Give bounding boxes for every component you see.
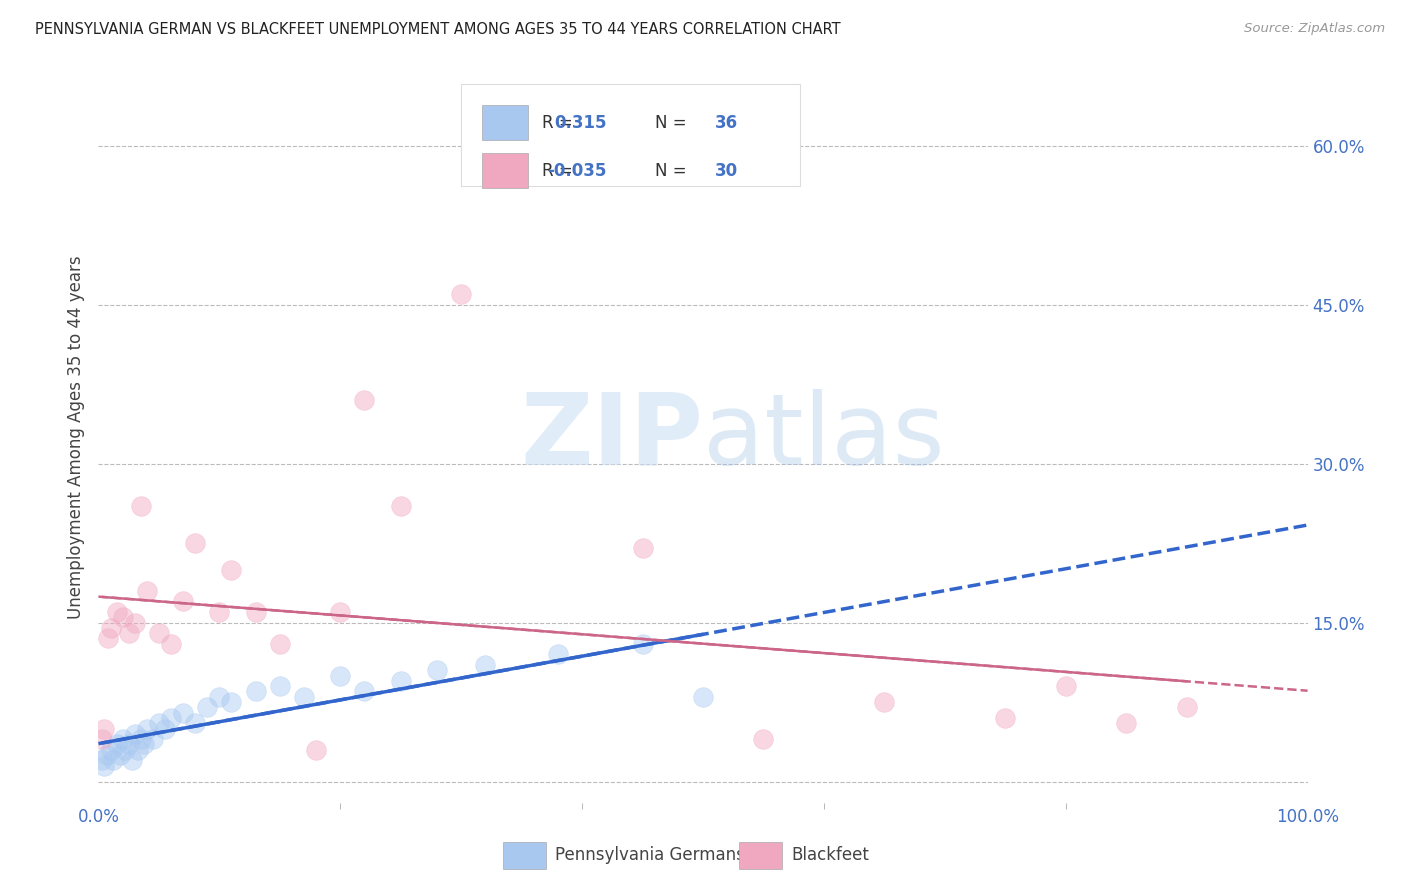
- Point: [1115, 716, 1137, 731]
- Point: [118, 626, 141, 640]
- Point: [134, 738, 156, 752]
- Text: Pennsylvania Germans: Pennsylvania Germans: [555, 847, 745, 864]
- Text: Source: ZipAtlas.com: Source: ZipAtlas.com: [1244, 22, 1385, 36]
- Point: [129, 732, 152, 747]
- Point: [135, 722, 157, 736]
- Point: [292, 690, 315, 704]
- Point: [124, 615, 146, 630]
- Text: atlas: atlas: [703, 389, 945, 485]
- Point: [195, 700, 218, 714]
- Point: [450, 287, 472, 301]
- Point: [93, 758, 115, 772]
- Text: N =: N =: [655, 113, 686, 131]
- Point: [221, 563, 243, 577]
- Point: [91, 753, 114, 767]
- Point: [111, 610, 134, 624]
- Point: [208, 690, 231, 704]
- Point: [121, 753, 143, 767]
- Point: [208, 605, 231, 619]
- Point: [160, 637, 183, 651]
- Point: [269, 637, 291, 651]
- Point: [114, 743, 136, 757]
- Point: [105, 605, 128, 619]
- Text: PENNSYLVANIA GERMAN VS BLACKFEET UNEMPLOYMENT AMONG AGES 35 TO 44 YEARS CORRELAT: PENNSYLVANIA GERMAN VS BLACKFEET UNEMPLO…: [35, 22, 841, 37]
- Point: [994, 711, 1017, 725]
- Text: R =: R =: [543, 161, 572, 180]
- Point: [124, 727, 146, 741]
- Point: [547, 648, 569, 662]
- Point: [127, 743, 149, 757]
- Point: [100, 621, 122, 635]
- Point: [353, 392, 375, 407]
- Point: [1175, 700, 1198, 714]
- Text: N =: N =: [655, 161, 686, 180]
- Point: [118, 738, 141, 752]
- Point: [1054, 679, 1077, 693]
- Point: [631, 637, 654, 651]
- Point: [129, 499, 152, 513]
- Point: [389, 499, 412, 513]
- Point: [148, 626, 170, 640]
- Point: [353, 684, 375, 698]
- Point: [692, 690, 714, 704]
- Point: [245, 684, 267, 698]
- Text: -0.035: -0.035: [547, 161, 606, 180]
- Point: [142, 732, 165, 747]
- Point: [184, 536, 207, 550]
- FancyBboxPatch shape: [503, 842, 546, 869]
- Point: [148, 716, 170, 731]
- Point: [172, 706, 194, 720]
- Point: [221, 695, 243, 709]
- Point: [474, 658, 496, 673]
- Point: [752, 732, 775, 747]
- Point: [96, 748, 118, 763]
- Text: R =: R =: [543, 113, 572, 131]
- Point: [329, 605, 352, 619]
- Point: [160, 711, 183, 725]
- Point: [245, 605, 267, 619]
- Point: [97, 632, 120, 646]
- Point: [153, 722, 176, 736]
- Point: [105, 738, 128, 752]
- Point: [426, 663, 449, 677]
- Point: [305, 743, 328, 757]
- Text: 0.315: 0.315: [554, 113, 606, 131]
- Point: [93, 722, 115, 736]
- Y-axis label: Unemployment Among Ages 35 to 44 years: Unemployment Among Ages 35 to 44 years: [66, 255, 84, 619]
- Point: [631, 541, 654, 556]
- Point: [91, 732, 114, 747]
- Point: [269, 679, 291, 693]
- FancyBboxPatch shape: [740, 842, 782, 869]
- Point: [100, 743, 122, 757]
- Point: [111, 732, 134, 747]
- FancyBboxPatch shape: [482, 153, 527, 188]
- Point: [108, 748, 131, 763]
- Text: 30: 30: [716, 161, 738, 180]
- Text: 36: 36: [716, 113, 738, 131]
- FancyBboxPatch shape: [461, 84, 800, 186]
- Point: [389, 673, 412, 688]
- FancyBboxPatch shape: [482, 105, 527, 140]
- Text: ZIP: ZIP: [520, 389, 703, 485]
- Point: [873, 695, 896, 709]
- Point: [101, 753, 124, 767]
- Point: [135, 583, 157, 598]
- Point: [184, 716, 207, 731]
- Point: [329, 668, 352, 682]
- Text: Blackfeet: Blackfeet: [792, 847, 869, 864]
- Point: [172, 594, 194, 608]
